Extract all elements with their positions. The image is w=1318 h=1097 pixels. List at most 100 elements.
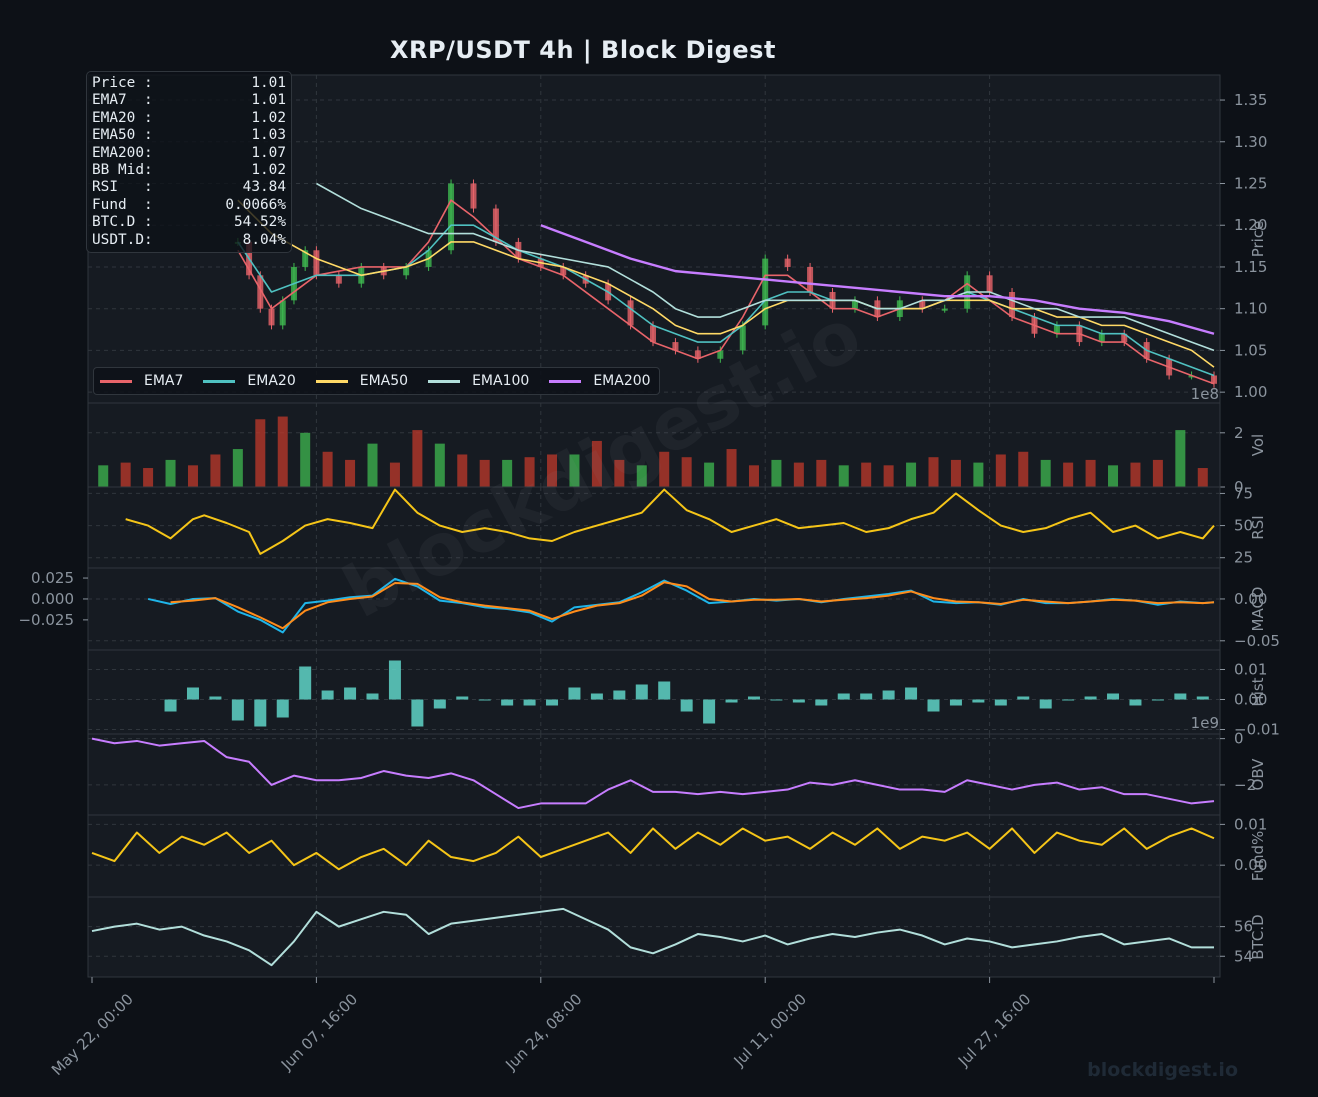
info-row: USDT.D: 8.04% (92, 232, 286, 249)
panel-frame (87, 402, 1221, 488)
info-box: Price : 1.01 EMA7 : 1.01 EMA20 : 1.02 EMA50 : 1… (86, 71, 292, 253)
candle-body (717, 350, 724, 359)
y-axis-label: RSI (1249, 515, 1267, 539)
hist-bar (366, 693, 379, 700)
y-tick-label-left: −0.025 (18, 611, 74, 629)
candle-body (627, 300, 634, 326)
series-macd (147, 577, 1215, 634)
candle-body (335, 275, 342, 284)
y-axis-label: Hist (1249, 677, 1267, 706)
hist-bar (456, 696, 469, 700)
hist-bar (388, 660, 401, 700)
candle-body (279, 300, 286, 326)
volume-bar (883, 465, 894, 487)
volume-bar (591, 440, 602, 487)
candle-body (784, 258, 791, 267)
y-tick-label: −0.05 (1234, 632, 1280, 650)
info-label: USDT.D: (92, 231, 153, 248)
info-value: 8.04% (242, 231, 286, 248)
y-tick-label: 0 (1234, 478, 1244, 496)
info-row: EMA50 : 1.03 (92, 127, 286, 144)
legend-item: EMA100 (428, 373, 529, 389)
y-axis-label: OBV (1249, 758, 1267, 791)
volume-bar (434, 443, 445, 487)
hist-bar (1196, 696, 1209, 700)
series-signal (170, 581, 1215, 630)
legend-swatch (428, 379, 461, 383)
volume-bar (98, 465, 109, 487)
candle-body (1211, 375, 1217, 384)
hist-bar (1151, 699, 1164, 701)
hist-bar (905, 687, 918, 700)
hist-bar (501, 699, 514, 706)
volume-bar (120, 462, 131, 487)
candle-body (650, 325, 656, 343)
info-label: Price : (92, 75, 153, 91)
volume-bar (1040, 459, 1051, 487)
hist-bar (703, 699, 716, 724)
candle-body (1053, 325, 1060, 334)
candle-body (1121, 333, 1128, 343)
info-label: BB Mid: (92, 162, 153, 179)
legend-item: EMA20 (203, 373, 296, 389)
y-tick-label: 0.00 (1234, 691, 1267, 709)
hist-bar (725, 699, 738, 703)
hist-bar (680, 699, 693, 712)
volume-bar (187, 465, 198, 487)
y-tick-label: 1.00 (1234, 383, 1267, 401)
hist-bar (1017, 696, 1030, 700)
hist-bar (972, 699, 985, 703)
candle-body (941, 308, 948, 311)
volume-bar (614, 459, 625, 487)
info-row: RSI : 43.84 (92, 179, 286, 196)
volume-bar (1152, 459, 1163, 487)
volume-bar (1063, 462, 1074, 487)
info-row: EMA7 : 1.01 (92, 92, 286, 109)
y-axis-label: Price (1249, 221, 1267, 258)
hist-bar (815, 699, 828, 706)
hist-bar (276, 699, 289, 718)
info-label: EMA200: (92, 144, 153, 161)
hist-bar (1039, 699, 1052, 709)
info-value: 54.52% (234, 214, 286, 231)
hist-bar (164, 699, 177, 712)
candle-body (257, 275, 264, 309)
candle-body (268, 308, 275, 326)
hist-bar (344, 687, 357, 700)
y-tick-label: 1.15 (1234, 258, 1267, 276)
hist-bar (994, 699, 1007, 706)
legend-swatch (549, 379, 582, 383)
candle-body (672, 342, 679, 351)
candle-body (739, 325, 746, 351)
hist-bar (478, 699, 491, 701)
volume-bar (793, 462, 804, 487)
hist-bar (254, 699, 267, 727)
y-tick-label: 0 (1234, 730, 1244, 748)
hist-bar (658, 681, 671, 700)
chart-title: XRP/USDT 4h | Block Digest (390, 36, 776, 64)
y-tick-label-left: 0.025 (31, 569, 74, 587)
candle-body (919, 300, 926, 309)
volume-bar (950, 459, 961, 487)
y-axis-label: MACD (1249, 587, 1267, 632)
volume-bar (995, 454, 1006, 487)
series-fund (91, 827, 1215, 871)
hist-bar (1129, 699, 1142, 706)
volume-bar (457, 454, 468, 487)
hist-bar (568, 687, 581, 700)
hist-bar (1084, 696, 1097, 700)
hist-bar (1062, 699, 1075, 701)
series-ema200 (540, 224, 1215, 335)
legend-label: EMA50 (359, 373, 409, 389)
panel-frame (87, 649, 1221, 735)
info-label: EMA50 : (92, 127, 153, 144)
candle-body (986, 275, 993, 292)
candle-body (851, 300, 858, 309)
volume-bar (704, 462, 715, 487)
candle-body (762, 258, 769, 326)
y-tick-label: 1.10 (1234, 300, 1267, 318)
y-tick-label: 1.35 (1234, 91, 1267, 109)
volume-bar (524, 457, 535, 487)
y-tick-label: −0.01 (1234, 721, 1280, 739)
